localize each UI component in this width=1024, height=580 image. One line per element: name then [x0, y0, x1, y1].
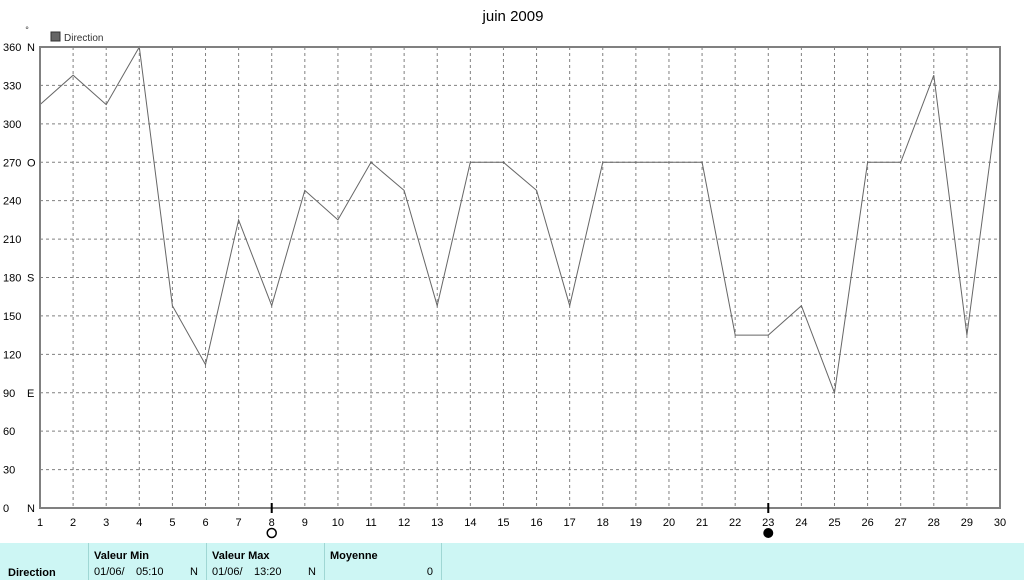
x-tick-label: 11: [365, 517, 376, 529]
y-tick-direction: N: [27, 42, 35, 54]
max-date: 01/06/: [212, 566, 243, 578]
y-tick-label: 300: [3, 119, 21, 131]
y-tick-label: 240: [3, 196, 21, 208]
max-direction: N: [308, 566, 316, 578]
x-tick-label: 18: [597, 517, 609, 529]
y-tick-label: 360: [3, 42, 21, 54]
x-tick-label: 10: [332, 517, 344, 529]
x-tick-label: 17: [564, 517, 576, 529]
min-time: 05:10: [136, 566, 164, 578]
y-tick-label: 60: [3, 426, 15, 438]
y-tick-label: 0: [3, 503, 9, 515]
y-tick-direction: S: [27, 273, 34, 285]
series-layer: [39, 45, 1001, 395]
x-tick-label: 1: [37, 517, 43, 529]
x-axis: 1 2 3 4 5 6 7 8 9 10 11 12 13 14 15 16 17 18 19 20 21 22 23 24 2…: [37, 517, 1006, 529]
x-tick-label: 23: [762, 517, 774, 529]
x-tick-label: 13: [431, 517, 443, 529]
x-tick-label: 20: [663, 517, 675, 529]
legend-label: Direction: [64, 33, 103, 44]
x-tick-label: 27: [895, 517, 907, 529]
stats-row-label: Direction: [8, 567, 56, 579]
series-line-direction: [39, 45, 1001, 395]
x-tick-label: 4: [136, 517, 142, 529]
y-tick-label: 120: [3, 349, 21, 361]
x-tick-label: 16: [530, 517, 542, 529]
y-axis-unit: °: [25, 25, 29, 35]
plot-frame: [39, 46, 1001, 509]
full-moon-icon: [266, 527, 277, 539]
max-header: Valeur Max: [212, 550, 270, 562]
min-direction: N: [190, 566, 198, 578]
y-tick-label: 180: [3, 273, 21, 285]
x-tick-label: 22: [729, 517, 741, 529]
x-tick-label: 21: [696, 517, 708, 529]
x-tick-label: 30: [994, 517, 1006, 529]
max-time: 13:20: [254, 566, 282, 578]
y-tick-label: 150: [3, 311, 21, 323]
x-tick-label: 19: [630, 517, 642, 529]
y-tick-label: 330: [3, 80, 21, 92]
min-date: 01/06/: [94, 566, 125, 578]
avg-value: 0: [426, 566, 433, 578]
new-moon-icon: [763, 528, 774, 538]
stats-min-cell: Valeur Min 01/06/ 05:10 N: [89, 543, 207, 580]
y-tick-label: 210: [3, 234, 21, 246]
min-header: Valeur Min: [94, 550, 150, 562]
x-tick-label: 9: [302, 517, 308, 529]
x-tick-label: 12: [398, 517, 410, 529]
stats-max-cell: Valeur Max 01/06/ 13:20 N: [207, 543, 325, 580]
x-tick-label: 28: [928, 517, 940, 529]
x-tick-label: 15: [497, 517, 509, 529]
stats-row-label-cell: Direction: [0, 543, 89, 580]
y-tick-direction: N: [27, 503, 35, 515]
x-tick-label: 26: [861, 517, 873, 529]
y-tick-label: 270: [3, 157, 21, 169]
avg-header: Moyenne: [330, 550, 378, 562]
chart-title: juin 2009: [482, 8, 544, 25]
y-tick-direction: O: [27, 157, 36, 169]
x-tick-label: 7: [236, 517, 242, 529]
x-tick-label: 2: [70, 517, 76, 529]
x-tick-label: 5: [169, 517, 175, 529]
x-tick-label: 14: [464, 517, 476, 529]
y-tick-direction: E: [27, 388, 34, 400]
y-tick-label: 90: [3, 388, 15, 400]
x-tick-label: 8: [269, 517, 275, 529]
stats-panel: Direction Valeur Min 01/06/ 05:10 N Vale…: [0, 543, 1024, 580]
x-tick-label: 3: [103, 517, 109, 529]
y-tick-label: 30: [3, 465, 15, 477]
moon-phase-markers: [266, 503, 774, 539]
legend-swatch: [50, 31, 61, 42]
stats-avg-cell: Moyenne 0: [325, 543, 442, 580]
y-axis: 0 N 30 60 90 E 120 150 180 S 210 240 270 O 300 330 360 N: [3, 42, 36, 515]
x-tick-label: 29: [961, 517, 973, 529]
x-tick-label: 25: [828, 517, 840, 529]
grid: [40, 47, 1000, 508]
x-tick-label: 24: [795, 517, 807, 529]
x-tick-label: 6: [202, 517, 208, 529]
